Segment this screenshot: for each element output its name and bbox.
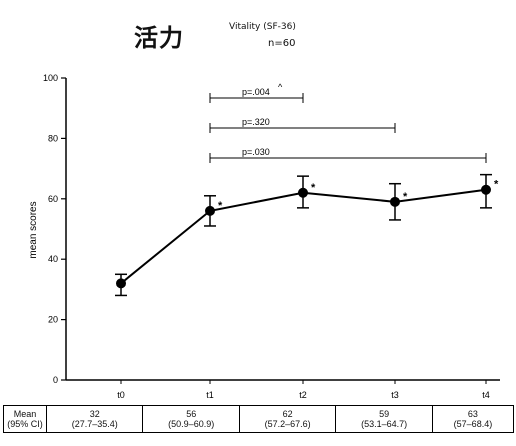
ci-value: (27.7–35.4) [71,419,118,429]
significance-asterisk: * [494,179,499,191]
x-tick-label: t1 [206,390,214,400]
table-cell-t0: 32 (27.7–35.4) [45,405,144,433]
data-point [116,278,126,289]
x-tick-label: t0 [117,390,125,400]
y-tick-label: 40 [48,254,58,264]
row-header-mean: Mean [13,409,37,419]
y-tick-label: 80 [48,133,58,143]
x-tick-label: t2 [299,390,307,400]
bracket-p-label: p=.320 [242,117,270,127]
y-axis-label: mean scores [28,201,39,258]
ci-value: (57–68.4) [453,419,493,429]
mean-value: 63 [467,409,478,419]
chart-subtitle: Vitality (SF-36) [229,22,296,32]
significance-brackets: p=.004 ^ p=.320 p=.030 [209,82,487,163]
ci-value: (50.9–60.9) [168,419,215,429]
row-header-ci: (95% CI) [7,419,43,429]
data-point [205,205,215,216]
data-point [298,187,308,198]
data-point [481,184,491,195]
mean-value: 62 [282,409,293,419]
significance-asterisk: * [403,191,408,203]
table-cell-t3: 59 (53.1–64.7) [335,405,433,433]
data-points: * * * * [116,179,499,289]
y-tick-label: 0 [53,375,58,385]
mean-value: 59 [379,409,390,419]
x-tick-label: t4 [482,390,490,400]
table-row-header: Mean (95% CI) [3,405,47,433]
y-tick-label: 100 [43,73,58,83]
mean-value: 56 [186,409,197,419]
bracket-p-label: p=.004 [242,87,270,97]
table-cell-t4: 63 (57–68.4) [431,405,515,433]
sample-size-label: n=60 [268,38,296,49]
x-tick-label: t3 [391,390,399,400]
summary-table: Mean (95% CI) 32 (27.7–35.4) 56 (50.9–60… [3,405,515,433]
bracket-mark: ^ [278,82,283,92]
significance-asterisk: * [311,182,316,194]
table-cell-t2: 62 (57.2–67.6) [238,405,337,433]
data-point [390,196,400,207]
table-row: Mean (95% CI) 32 (27.7–35.4) 56 (50.9–60… [3,405,515,433]
y-tick-label: 20 [48,315,58,325]
chart-title-cjk: 活力 [134,24,184,52]
y-tick-label: 60 [48,194,58,204]
table-cell-t1: 56 (50.9–60.9) [142,405,240,433]
significance-asterisk: * [218,200,223,212]
bracket-p-label: p=.030 [242,147,270,157]
ci-value: (53.1–64.7) [361,419,408,429]
ci-value: (57.2–67.6) [264,419,311,429]
mean-value: 32 [89,409,100,419]
chart-axes: 0 20 40 60 80 100 t0 t1 t2 t3 t4 [43,73,500,400]
